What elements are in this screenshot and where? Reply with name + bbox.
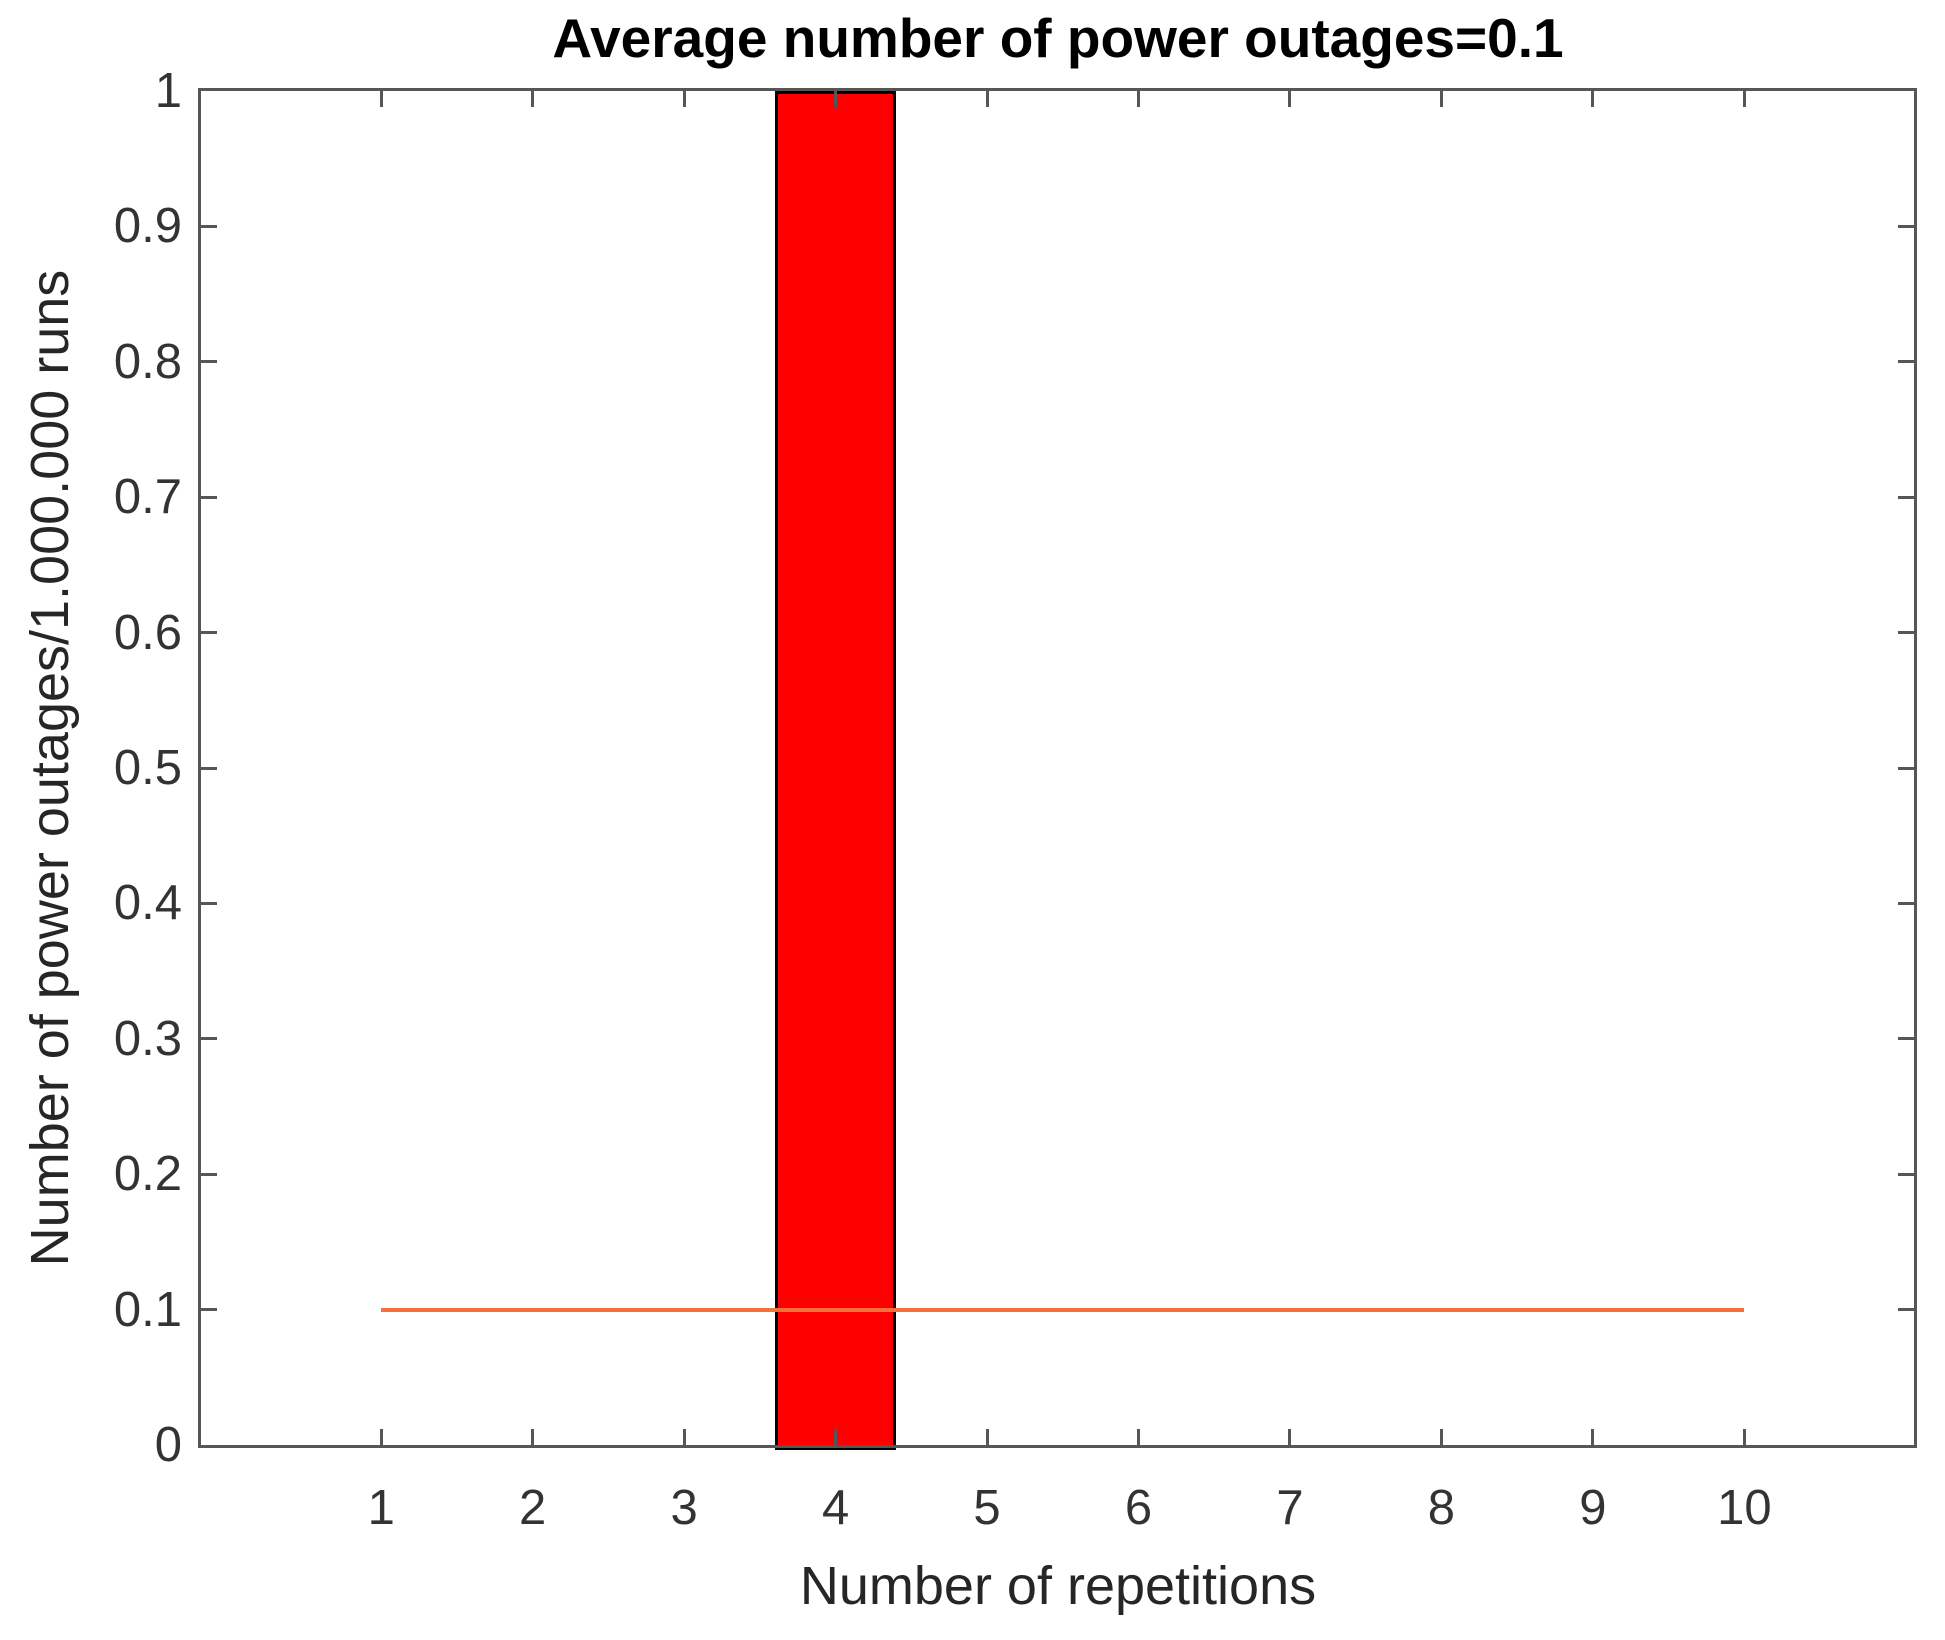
y-tick-right — [1898, 1308, 1914, 1312]
average-reference-line — [381, 1307, 1745, 1312]
y-tick-right — [1898, 224, 1914, 228]
x-tick-label: 1 — [367, 1481, 395, 1535]
x-tick-top — [834, 91, 838, 107]
x-tick-bottom — [682, 1429, 686, 1445]
y-tick-label: 0.5 — [113, 741, 182, 795]
y-tick-label: 0.3 — [113, 1011, 182, 1066]
y-tick-left — [201, 495, 217, 499]
y-tick-label: 0 — [154, 1418, 182, 1472]
x-tick-top — [682, 91, 686, 107]
y-tick-label: 0.7 — [113, 470, 182, 525]
x-tick-label: 2 — [519, 1481, 547, 1535]
x-tick-label: 7 — [1276, 1481, 1304, 1535]
y-tick-left — [201, 631, 217, 635]
x-axis-label: Number of repetitions — [799, 1556, 1317, 1616]
y-tick-right — [1898, 1037, 1914, 1041]
x-tick-bottom — [834, 1429, 838, 1445]
x-tick-label: 8 — [1427, 1481, 1456, 1535]
x-tick-bottom — [985, 1429, 989, 1445]
x-tick-top — [985, 91, 989, 107]
x-tick-label: 5 — [973, 1481, 1001, 1535]
y-tick-left — [201, 766, 217, 770]
y-tick-left — [201, 360, 217, 364]
y-tick-label: 0.1 — [113, 1282, 182, 1337]
x-tick-bottom — [1591, 1429, 1595, 1445]
x-tick-top — [1439, 91, 1443, 107]
x-tick-top — [1742, 91, 1746, 107]
y-tick-right — [1898, 495, 1914, 499]
x-tick-label: 6 — [1124, 1481, 1153, 1535]
y-tick-left — [201, 1172, 217, 1176]
y-tick-right — [1898, 766, 1914, 770]
x-tick-top — [531, 91, 535, 107]
y-tick-left — [201, 224, 217, 228]
y-tick-label: 0.2 — [113, 1147, 182, 1202]
x-tick-bottom — [1742, 1429, 1746, 1445]
plot-area — [201, 91, 1914, 1450]
x-tick-bottom — [379, 1429, 383, 1445]
y-tick-label: 0.8 — [113, 334, 182, 389]
y-tick-label: 0.9 — [113, 199, 182, 254]
y-tick-label: 0.6 — [113, 605, 182, 660]
x-tick-top — [1137, 91, 1141, 107]
x-tick-bottom — [1288, 1429, 1292, 1445]
x-tick-label: 9 — [1579, 1481, 1607, 1535]
chart-title: Average number of power outages=0.1 — [552, 7, 1564, 69]
y-tick-right — [1898, 1172, 1914, 1176]
x-tick-top — [1288, 91, 1292, 107]
x-tick-top — [1591, 91, 1595, 107]
y-tick-right — [1898, 901, 1914, 905]
y-tick-right — [1898, 631, 1914, 635]
x-tick-bottom — [1439, 1429, 1443, 1445]
x-tick-top — [379, 91, 383, 107]
x-tick-label: 4 — [821, 1481, 850, 1535]
y-tick-left — [201, 1308, 217, 1312]
y-tick-left — [201, 901, 217, 905]
x-tick-label: 10 — [1717, 1481, 1772, 1535]
axis-frame — [198, 88, 1917, 1448]
y-tick-right — [1898, 360, 1914, 364]
y-tick-label: 1 — [154, 64, 182, 118]
histogram-bar — [775, 91, 897, 1450]
x-tick-bottom — [1137, 1429, 1141, 1445]
x-tick-bottom — [531, 1429, 535, 1445]
x-tick-label: 3 — [670, 1481, 698, 1535]
y-tick-label: 0.4 — [113, 876, 182, 931]
y-tick-left — [201, 1037, 217, 1041]
